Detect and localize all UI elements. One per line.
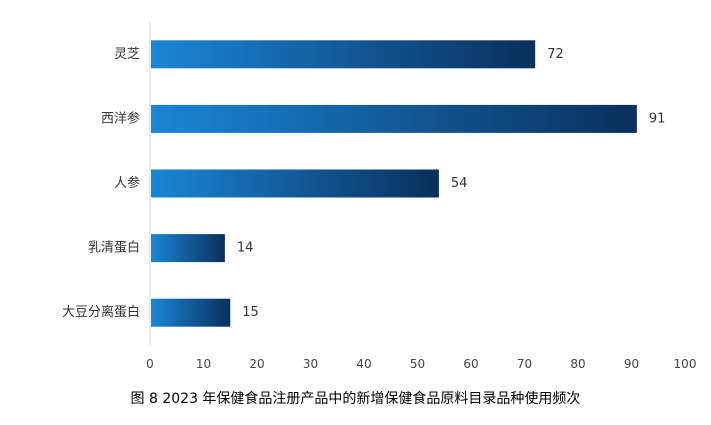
bar-1 [151, 104, 637, 133]
category-label: 西洋参 [101, 110, 140, 126]
x-axis-ticks: 0 10 20 30 40 50 60 70 80 90 100 [146, 357, 696, 371]
value-label: 14 [237, 241, 254, 256]
x-tick-label: 20 [249, 357, 264, 371]
value-labels: 72 91 54 14 15 [237, 47, 665, 320]
category-label: 乳清蛋白 [88, 240, 140, 256]
value-label: 54 [451, 176, 468, 191]
x-tick-label: 80 [570, 357, 585, 371]
x-tick-label: 40 [356, 357, 371, 371]
category-label: 大豆分离蛋白 [62, 304, 140, 320]
value-label: 15 [242, 305, 259, 320]
x-tick-label: 100 [674, 357, 697, 371]
x-tick-label: 10 [196, 357, 211, 371]
x-tick-label: 70 [517, 357, 532, 371]
x-tick-label: 90 [624, 357, 639, 371]
value-label: 91 [649, 111, 666, 126]
x-tick-label: 30 [303, 357, 318, 371]
value-label: 72 [547, 47, 564, 62]
figure-caption: 图 8 2023 年保健食品注册产品中的新增保健食品原料目录品种使用频次 [130, 391, 581, 407]
bar-0 [151, 40, 536, 69]
bars-group [151, 40, 637, 327]
category-label: 灵芝 [114, 46, 140, 62]
x-tick-label: 50 [410, 357, 425, 371]
bar-3 [151, 234, 225, 263]
category-label: 人参 [114, 175, 140, 191]
x-tick-label: 60 [463, 357, 478, 371]
x-tick-label: 0 [146, 357, 154, 371]
bar-2 [151, 169, 439, 198]
bar-4 [151, 298, 231, 327]
